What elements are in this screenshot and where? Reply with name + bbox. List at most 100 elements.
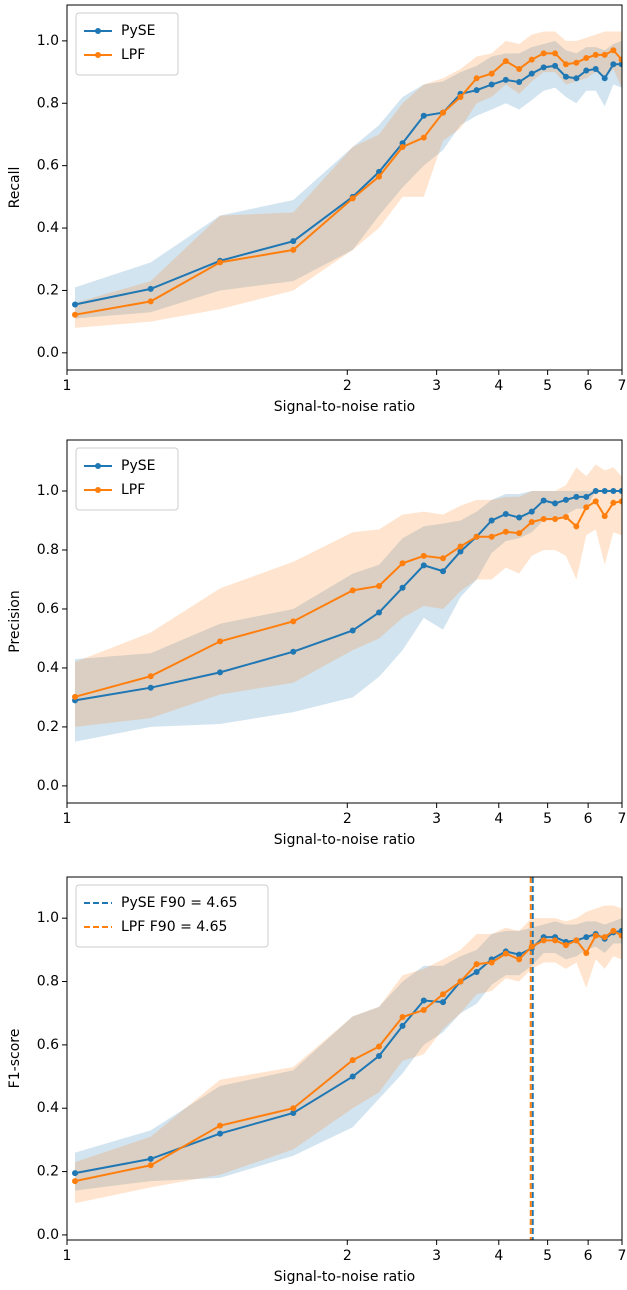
marker xyxy=(473,969,480,976)
legend-box xyxy=(75,884,269,948)
marker xyxy=(349,195,356,202)
marker xyxy=(540,937,547,944)
legend-box xyxy=(75,447,179,511)
marker xyxy=(72,693,79,700)
marker xyxy=(457,94,464,101)
legend-marker xyxy=(95,52,101,58)
marker xyxy=(540,64,547,71)
subplot: 1 2 3 4 5 6 7 0.0 0.2 0.4 0.6 0.8 1.0 Signal-to-noise… xyxy=(7,876,627,1285)
marker xyxy=(72,1170,79,1177)
marker xyxy=(147,684,154,691)
marker xyxy=(562,73,569,80)
marker xyxy=(488,81,495,88)
marker xyxy=(552,62,559,69)
marker xyxy=(540,497,547,504)
marker xyxy=(583,55,590,62)
marker xyxy=(440,999,447,1006)
x-tick-label: 6 xyxy=(584,811,593,827)
axes-frame xyxy=(66,439,623,804)
marker xyxy=(552,937,559,944)
x-tick-label: 1 xyxy=(63,811,72,827)
confidence-band xyxy=(75,464,622,727)
marker xyxy=(376,1052,383,1059)
marker xyxy=(540,50,547,57)
y-tick-label: 0.2 xyxy=(37,1164,59,1180)
plot-area xyxy=(72,877,622,1240)
marker xyxy=(601,488,608,495)
marker xyxy=(420,1007,427,1014)
marker xyxy=(457,543,464,550)
marker xyxy=(502,528,509,535)
marker xyxy=(610,499,617,506)
marker xyxy=(217,1122,224,1129)
marker xyxy=(552,516,559,523)
marker xyxy=(601,51,608,58)
legend-label: PySE F90 = 4.65 xyxy=(121,895,238,911)
y-tick-label: 0.4 xyxy=(37,1100,59,1116)
y-tick-label: 1.0 xyxy=(37,910,59,926)
marker xyxy=(562,942,569,949)
marker xyxy=(618,61,622,68)
x-tick-label: 4 xyxy=(494,378,503,394)
marker xyxy=(528,70,535,77)
axes-frame xyxy=(66,876,623,1241)
marker xyxy=(528,943,535,950)
marker xyxy=(473,87,480,94)
marker xyxy=(420,997,427,1004)
marker xyxy=(290,618,297,625)
marker xyxy=(290,648,297,655)
marker xyxy=(618,56,622,63)
x-tick-label: 6 xyxy=(584,1248,593,1264)
y-tick-label: 0.2 xyxy=(37,719,59,735)
legend: PySE LPF xyxy=(75,447,179,511)
y-tick-label: 0.8 xyxy=(37,974,59,990)
y-tick-label: 0.4 xyxy=(37,660,59,676)
x-tick-label: 5 xyxy=(543,811,552,827)
y-tick-label: 1.0 xyxy=(37,33,59,49)
marker xyxy=(528,508,535,515)
marker xyxy=(552,50,559,57)
subplot: 1 2 3 4 5 6 7 0.0 0.2 0.4 0.6 0.8 1.0 Signal-to-noise… xyxy=(7,4,626,415)
x-tick-label: 1 xyxy=(63,378,72,394)
marker xyxy=(540,516,547,523)
confidence-band xyxy=(75,491,622,742)
marker xyxy=(376,173,383,180)
marker xyxy=(592,51,599,58)
marker xyxy=(399,1022,406,1029)
marker xyxy=(592,932,599,939)
marker xyxy=(562,496,569,503)
marker xyxy=(516,530,523,537)
x-tick-label: 2 xyxy=(343,1248,352,1264)
x-tick-label: 4 xyxy=(494,811,503,827)
marker xyxy=(349,587,356,594)
marker xyxy=(147,673,154,680)
marker xyxy=(399,1014,406,1021)
marker xyxy=(147,1162,154,1169)
x-tick-label: 2 xyxy=(343,811,352,827)
marker xyxy=(349,1073,356,1080)
y-axis-label: Precision xyxy=(7,590,23,652)
x-tick-label: 6 xyxy=(584,378,593,394)
marker xyxy=(583,493,590,500)
legend-label: LPF xyxy=(121,47,145,63)
marker xyxy=(583,950,590,957)
x-tick-label: 3 xyxy=(432,811,441,827)
marker xyxy=(516,65,523,72)
marker xyxy=(488,959,495,966)
x-tick-label: 7 xyxy=(618,1248,627,1264)
marker xyxy=(610,47,617,54)
marker xyxy=(440,555,447,562)
marker xyxy=(610,927,617,934)
marker xyxy=(217,259,224,266)
x-tick-label: 3 xyxy=(432,1248,441,1264)
marker xyxy=(573,937,580,944)
marker xyxy=(399,560,406,567)
y-tick-label: 1.0 xyxy=(37,483,59,499)
x-tick-label: 7 xyxy=(618,811,627,827)
marker xyxy=(592,65,599,72)
y-tick-label: 0.8 xyxy=(37,95,59,111)
y-axis-label: Recall xyxy=(7,167,23,209)
legend-label: PySE xyxy=(121,23,155,39)
marker xyxy=(583,67,590,74)
confidence-band xyxy=(75,918,622,1191)
